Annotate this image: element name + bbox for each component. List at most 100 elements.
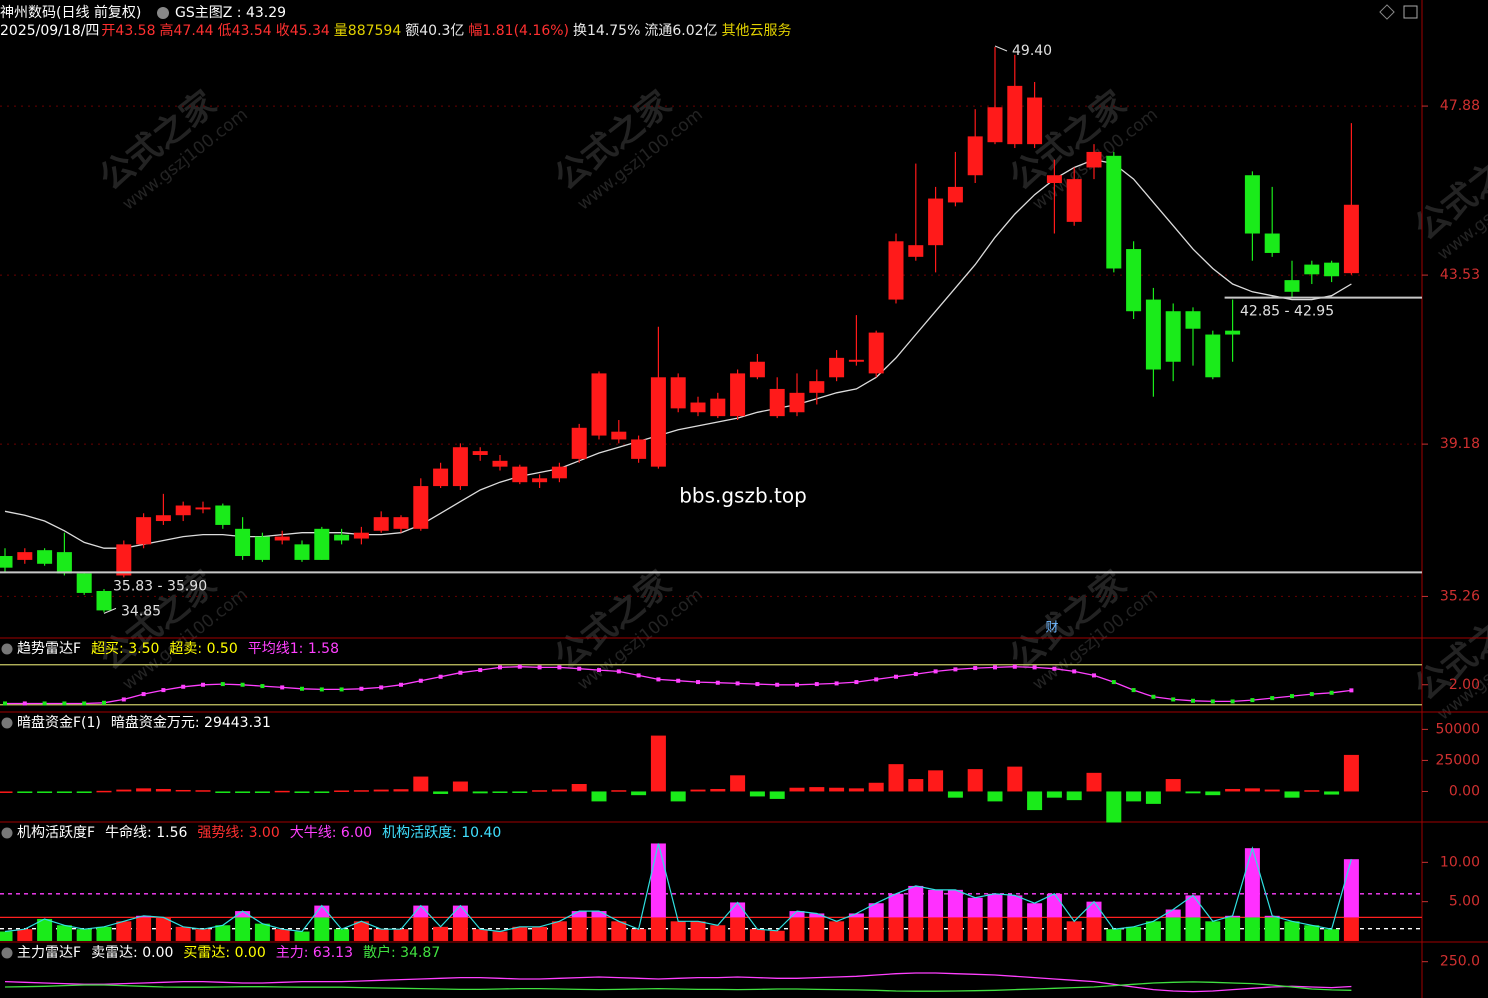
bar	[1066, 921, 1082, 941]
bar	[294, 931, 310, 941]
activity-line	[4, 843, 1352, 933]
candle-body	[1304, 264, 1320, 275]
header-text: 换14.75%	[573, 22, 640, 39]
point	[62, 701, 67, 706]
candle-body	[1145, 299, 1161, 370]
candle-body	[1046, 175, 1062, 184]
bar	[1066, 791, 1082, 801]
bar-upper	[452, 905, 468, 918]
bar-upper	[1027, 903, 1043, 918]
icon[interactable]	[1403, 5, 1418, 19]
bar-upper	[136, 915, 152, 918]
header-text: 其他云服务	[722, 23, 792, 39]
bar	[235, 791, 251, 793]
bar	[611, 790, 627, 792]
bar	[17, 791, 33, 793]
bar-upper	[314, 905, 330, 918]
point	[102, 700, 106, 705]
candle-body	[175, 505, 191, 516]
bar-upper	[789, 911, 805, 918]
point	[478, 668, 483, 673]
header-text: 幅1.81(4.16%)	[468, 23, 569, 39]
bar	[769, 930, 785, 941]
bar	[749, 791, 765, 797]
bar	[650, 735, 666, 792]
point	[676, 678, 681, 683]
candle-body	[888, 241, 904, 300]
candle-body	[37, 550, 53, 564]
bar	[294, 791, 310, 793]
header-text: 机构活跃度: 10.40	[382, 825, 501, 841]
point	[22, 701, 27, 706]
candle-body	[1126, 249, 1142, 312]
bar-upper	[947, 889, 963, 918]
header-text: 低43.54	[218, 23, 272, 39]
indicator: GS主图Z : 43.29	[175, 5, 286, 21]
point	[498, 665, 502, 670]
bar	[848, 917, 864, 941]
bar	[1244, 917, 1260, 941]
point	[1250, 698, 1255, 703]
bar	[512, 926, 528, 941]
series-line	[4, 972, 1352, 993]
bar	[274, 929, 290, 941]
bar	[631, 929, 647, 941]
point	[537, 665, 542, 670]
bar	[987, 791, 1003, 802]
bar	[532, 790, 548, 792]
bar	[730, 917, 746, 941]
bar	[393, 929, 409, 941]
candle-body	[1284, 280, 1300, 292]
candle-body	[155, 515, 171, 522]
candle-body	[650, 377, 666, 467]
candle-body	[353, 532, 369, 539]
bar	[670, 921, 686, 941]
moving-average	[4, 159, 1352, 549]
bar-upper	[413, 905, 429, 918]
bar	[809, 787, 825, 792]
candle-body	[532, 478, 548, 483]
bar	[710, 788, 726, 792]
bar	[749, 929, 765, 941]
bar-upper	[235, 911, 251, 918]
candle-body	[1106, 155, 1122, 269]
bar	[947, 791, 963, 798]
bar	[710, 925, 726, 941]
bar	[967, 917, 983, 941]
bar	[1205, 921, 1221, 941]
panel-icon	[1, 643, 13, 655]
point	[319, 687, 324, 692]
point	[1131, 688, 1136, 693]
header-text: 主力雷达F	[17, 945, 81, 961]
icon[interactable]	[1379, 4, 1395, 20]
bar	[353, 921, 369, 941]
bar	[373, 789, 389, 792]
y-tick-label: 50000	[1435, 721, 1480, 737]
bar	[413, 776, 429, 792]
bar	[393, 789, 409, 792]
panel-icon	[1, 717, 13, 729]
bar	[809, 917, 825, 941]
bar	[37, 791, 53, 793]
bar	[512, 791, 528, 793]
bar	[789, 917, 805, 941]
candle-body	[631, 439, 647, 459]
candle-body	[116, 544, 132, 576]
point	[339, 687, 344, 692]
point	[933, 669, 938, 674]
y-tick-label: 5.00	[1449, 894, 1480, 910]
header-text: 散户: 34.87	[363, 944, 440, 961]
point	[557, 665, 562, 670]
point	[735, 681, 740, 686]
bar	[908, 917, 924, 941]
candle-body	[829, 357, 845, 378]
header-text: 强势线: 3.00	[197, 825, 279, 841]
point	[181, 684, 186, 689]
candle-body	[908, 245, 924, 257]
bar-upper	[591, 911, 607, 918]
bar	[96, 790, 112, 793]
point	[973, 666, 978, 671]
candle-body	[1324, 262, 1340, 277]
candle-body	[749, 361, 765, 378]
bar	[492, 791, 508, 793]
